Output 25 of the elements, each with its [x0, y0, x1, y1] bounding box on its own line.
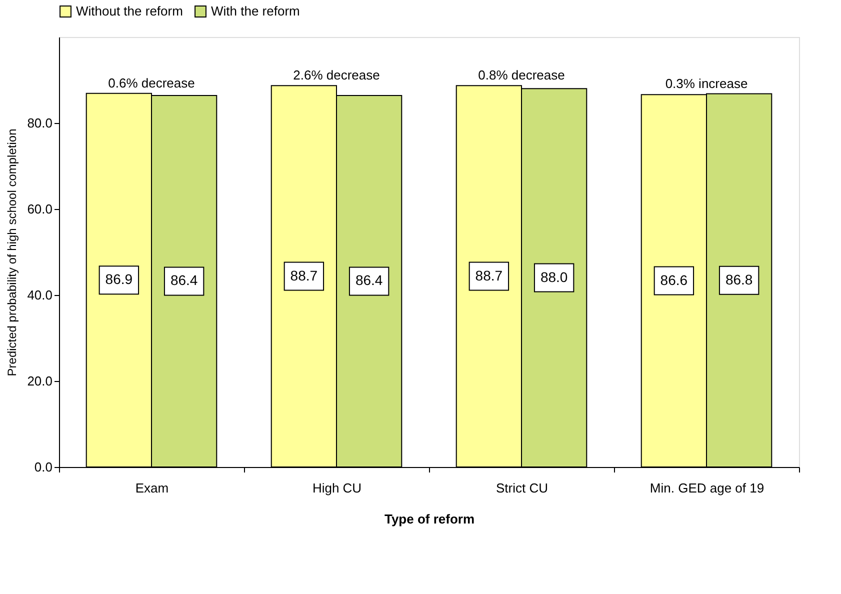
x-tick-label: High CU [312, 480, 362, 496]
annotation: 0.8% decrease [478, 68, 565, 83]
data-label: 86.4 [170, 272, 198, 288]
data-label: 86.9 [105, 271, 133, 288]
annotation: 0.3% increase [665, 76, 748, 91]
y-tick-label: 0.0 [34, 460, 52, 474]
y-tick-label: 20.0 [27, 374, 52, 388]
y-tick-label: 40.0 [27, 288, 52, 302]
y-tick-label: 80.0 [27, 116, 52, 130]
x-tick-label: Exam [135, 480, 169, 496]
data-label: 86.8 [725, 271, 753, 288]
data-label: 88.7 [475, 267, 503, 284]
legend-label: Without the reform [76, 4, 183, 19]
x-tick-label: Strict CU [496, 480, 548, 496]
y-axis-title: Predicted probability of high school completion [5, 128, 20, 376]
annotation: 0.6% decrease [108, 75, 195, 90]
data-label: 86.4 [355, 272, 383, 288]
legend-label: With the reform [211, 4, 300, 19]
data-label: 88.7 [290, 267, 318, 284]
data-label: 86.6 [660, 272, 688, 288]
annotation: 2.6% decrease [293, 68, 380, 83]
data-label: 88.0 [540, 268, 568, 285]
x-axis-title: Type of reform [384, 512, 475, 526]
y-tick-label: 60.0 [27, 202, 52, 216]
x-tick-label: Min. GED age of 19 [650, 480, 764, 496]
